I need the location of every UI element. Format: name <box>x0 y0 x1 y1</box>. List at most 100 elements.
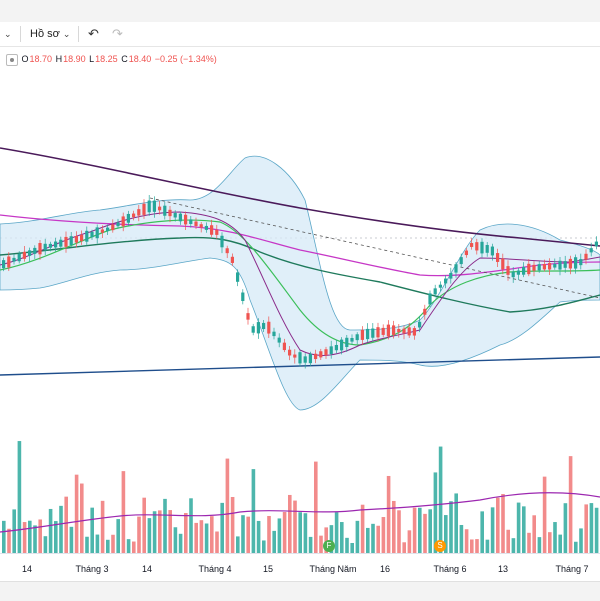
volume-bar <box>298 512 302 553</box>
undo-icon[interactable]: ↶ <box>88 26 99 41</box>
x-tick: Tháng Năm <box>309 564 357 574</box>
candle <box>95 227 99 239</box>
volume-bar <box>85 536 89 553</box>
volume-bar <box>345 537 349 553</box>
x-tick: 13 <box>497 564 509 574</box>
volume-bar <box>433 472 438 553</box>
ma-green <box>0 219 600 346</box>
candle <box>381 327 385 335</box>
candle <box>230 256 234 263</box>
candle <box>428 293 432 305</box>
candle <box>314 353 318 360</box>
candle <box>194 221 198 226</box>
candle <box>360 329 364 340</box>
bottom-window-bar <box>0 581 600 601</box>
volume-bar <box>48 508 53 553</box>
open-value: 18.70 <box>29 54 53 64</box>
candle <box>28 250 32 256</box>
volume-bar <box>428 509 432 553</box>
volume-bar <box>59 505 63 553</box>
candle <box>574 257 578 269</box>
trendline-dashed <box>149 197 600 299</box>
candle <box>568 258 572 269</box>
volume-bar <box>480 511 484 553</box>
volume-bar <box>397 510 401 553</box>
candle <box>464 250 468 256</box>
volume-bar <box>490 507 495 553</box>
volume-bar <box>496 497 500 553</box>
visibility-icon[interactable] <box>6 53 18 66</box>
candle <box>449 272 453 279</box>
volume-bar <box>282 512 287 553</box>
top-window-bar <box>0 0 600 23</box>
candle <box>319 351 323 358</box>
candle <box>288 349 292 356</box>
volume-bar <box>501 494 505 553</box>
candle <box>418 321 422 328</box>
volume-bar <box>594 507 599 553</box>
chevron-down-icon[interactable]: ⌄ <box>4 29 12 39</box>
candle <box>454 264 458 273</box>
high-value: 18.90 <box>63 54 86 64</box>
volume-bar <box>568 456 573 553</box>
volume-bar <box>184 513 188 553</box>
candle <box>2 260 6 269</box>
candle <box>459 257 463 265</box>
volume-ma <box>0 492 600 533</box>
volume-bar <box>64 496 68 553</box>
volume-bar <box>532 515 536 553</box>
volume-bar <box>392 500 396 553</box>
volume-bar <box>43 536 48 553</box>
volume-bar <box>163 498 167 553</box>
candle <box>282 342 286 351</box>
volume-bar <box>522 506 526 553</box>
candle <box>511 271 515 278</box>
candle <box>480 241 484 254</box>
candle <box>121 216 125 227</box>
candle <box>548 262 552 270</box>
volume-bar <box>262 540 266 553</box>
profile-dropdown[interactable]: Hồ sơ ⌄ <box>30 26 70 42</box>
candle <box>48 243 52 248</box>
candle <box>594 241 598 247</box>
event-marker-f[interactable]: F <box>323 540 335 552</box>
x-tick: 14 <box>141 564 153 574</box>
candle <box>516 270 520 275</box>
bollinger-band <box>0 156 600 411</box>
volume-bar <box>22 522 27 553</box>
volume-bar <box>381 517 386 553</box>
volume-bar <box>506 529 510 553</box>
ma-dark <box>0 147 600 247</box>
volume-bar <box>236 536 240 553</box>
close-value: 18.40 <box>128 54 152 64</box>
volume-bar <box>189 498 193 553</box>
candle <box>256 322 260 334</box>
candle <box>262 322 266 330</box>
candle <box>501 258 505 270</box>
event-marker-s[interactable]: S <box>434 540 446 552</box>
volume-bar <box>256 520 261 553</box>
time-axis[interactable]: 14 Tháng 3 14 Tháng 4 15 Tháng Năm 16 Th… <box>0 540 600 582</box>
change-value: −0.25 (−1.34%) <box>154 54 217 64</box>
volume-bar <box>74 474 79 553</box>
candle <box>506 266 510 275</box>
volume-bar <box>402 542 406 553</box>
volume-bar <box>334 512 339 553</box>
volume-bar <box>418 507 422 553</box>
volume-bar <box>69 526 74 553</box>
candle <box>38 243 42 255</box>
candle <box>589 248 593 253</box>
volume-bar <box>272 530 276 553</box>
candle <box>407 327 411 336</box>
redo-icon[interactable]: ↷ <box>112 26 123 41</box>
chevron-down-icon: ⌄ <box>62 29 71 39</box>
candle <box>142 203 146 215</box>
candle <box>204 225 208 230</box>
candle <box>402 328 406 334</box>
x-tick: Tháng 6 <box>433 564 467 574</box>
candle <box>158 206 162 211</box>
candle <box>80 234 84 242</box>
candle <box>100 229 104 233</box>
volume-bar <box>574 541 578 553</box>
